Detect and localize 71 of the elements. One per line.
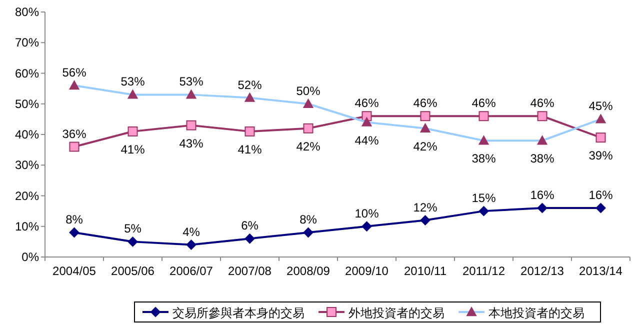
data-label: 46% <box>354 96 380 110</box>
data-label: 52% <box>238 78 262 92</box>
point <box>303 228 314 238</box>
x-tick-label: 2011/12 <box>462 264 506 278</box>
data-label: 4% <box>182 224 200 239</box>
point <box>128 236 138 247</box>
y-tick-label: 20% <box>14 188 40 203</box>
data-label: 53% <box>120 74 146 89</box>
y-tick-label: 80% <box>14 5 40 19</box>
x-tick-label: 2004/05 <box>52 264 96 278</box>
legend-label: 外地投資者的交易 <box>348 306 444 320</box>
point <box>244 126 255 136</box>
y-tick-label: 30% <box>14 158 40 172</box>
data-label: 44% <box>354 133 380 148</box>
data-label: 46% <box>530 96 555 110</box>
data-label: 43% <box>179 136 204 150</box>
y-tick-label: 10% <box>14 219 40 234</box>
data-label: 38% <box>530 152 555 166</box>
data-label: 10% <box>354 206 380 220</box>
y-tick-label: 50% <box>14 96 40 111</box>
point <box>69 228 80 238</box>
point <box>596 132 606 143</box>
x-tick-label: 2013/14 <box>579 264 623 278</box>
point <box>303 123 314 134</box>
data-label: 42% <box>413 139 438 154</box>
point <box>244 234 255 244</box>
y-tick-label: 0% <box>22 250 40 264</box>
data-label: 39% <box>588 148 614 163</box>
data-label: 36% <box>62 126 87 141</box>
data-label: 41% <box>238 142 262 156</box>
data-label: 12% <box>413 200 438 214</box>
x-tick-label: 2008/09 <box>286 264 330 278</box>
x-tick-label: 2006/07 <box>170 264 214 278</box>
y-tick-label: 70% <box>14 36 40 50</box>
x-tick-label: 2012/13 <box>520 264 564 278</box>
data-label: 46% <box>472 96 496 110</box>
x-tick-label: 2007/08 <box>228 264 272 278</box>
legend-label: 交易所參與者本身的交易 <box>172 306 304 320</box>
data-label: 16% <box>588 188 614 202</box>
point <box>537 203 548 213</box>
point <box>478 111 489 122</box>
point <box>420 111 430 122</box>
point <box>69 142 80 152</box>
data-label: 6% <box>241 218 259 233</box>
data-label: 45% <box>588 99 614 114</box>
data-label: 46% <box>413 96 438 110</box>
data-label: 8% <box>66 212 84 226</box>
data-label: 53% <box>179 74 204 89</box>
point <box>537 111 548 122</box>
data-label: 41% <box>120 142 146 156</box>
y-tick-label: 60% <box>14 66 40 80</box>
x-tick-label: 2010/11 <box>404 264 447 278</box>
point <box>186 240 196 250</box>
data-label: 42% <box>296 139 321 154</box>
point <box>420 215 430 226</box>
point <box>128 126 138 136</box>
point <box>186 120 196 130</box>
data-label: 8% <box>300 212 318 226</box>
data-label: 5% <box>124 222 142 236</box>
y-tick-label: 40% <box>14 128 40 142</box>
x-tick-label: 2005/06 <box>111 264 155 278</box>
data-label: 16% <box>530 188 555 202</box>
point <box>362 221 372 232</box>
point <box>596 203 606 213</box>
data-label: 38% <box>472 152 496 166</box>
data-label: 56% <box>62 66 87 80</box>
data-label: 50% <box>296 84 321 98</box>
legend-label: 本地投資者的交易 <box>488 306 584 320</box>
point <box>478 206 489 216</box>
data-label: 15% <box>472 191 496 206</box>
x-tick-label: 2009/10 <box>345 264 389 278</box>
